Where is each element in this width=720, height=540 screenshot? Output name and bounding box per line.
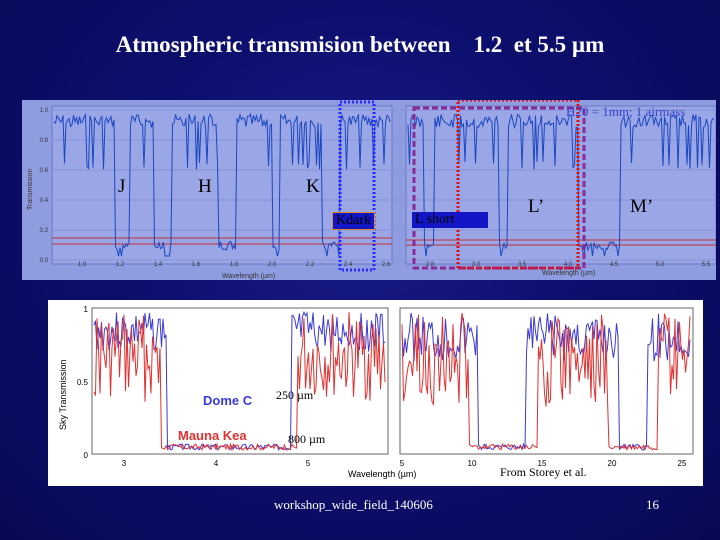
- l-short-box: L short: [412, 212, 488, 228]
- bottom-ytick-label: 0: [84, 451, 89, 460]
- band-j: J: [118, 176, 126, 197]
- top-xtick-label: 2.0: [268, 262, 277, 268]
- bottom-ytick-label: 1: [84, 305, 89, 314]
- top-xtick-label: 1.8: [230, 262, 239, 268]
- legend-mauna-kea: Mauna Kea: [178, 428, 247, 443]
- bottom-xtick-label: 5: [400, 459, 405, 468]
- dome-c-line-right: [401, 312, 691, 451]
- top-ytick-label: 0.6: [40, 168, 49, 174]
- bottom-xlabel: Wavelength (µm): [348, 469, 416, 479]
- mauna-kea-line-right: [401, 312, 691, 451]
- bottom-ylabel: Sky Transmission: [58, 359, 68, 430]
- top-ytick-label: 0.8: [40, 138, 49, 144]
- top-ytick-label: 0.2: [40, 228, 49, 234]
- top-plot-canvas: 1.0 0.8 0.6 0.4 0.2 0.0 1.0 1.2 1.4 1.6 1.8 2.0 2.2…: [27, 100, 716, 280]
- footer-text: workshop_wide_field_140606: [274, 497, 433, 512]
- top-xtick-label: 2.4: [344, 262, 353, 268]
- top-xtick-label: 1.2: [116, 262, 125, 268]
- purple-box: [412, 106, 586, 270]
- water-vapor-label: H20 = 1mm; 1 airmass: [566, 104, 686, 119]
- top-xtick-label: 5.5: [702, 262, 711, 268]
- top-xtick-label: 5.0: [656, 262, 665, 268]
- bottom-xtick-label: 3: [122, 459, 127, 468]
- top-xlabel-right: Wavelength (µm): [542, 270, 595, 277]
- bottom-xtick-label: 10: [468, 459, 477, 468]
- top-xtick-label: 1.6: [192, 262, 201, 268]
- bottom-xtick-label: 5: [306, 459, 311, 468]
- band-m-prime: M’: [630, 196, 654, 217]
- top-ylabel: Transmission: [27, 169, 34, 210]
- bottom-xtick-label: 25: [678, 459, 687, 468]
- top-xtick-label: 3.0: [472, 262, 481, 268]
- dome-c-vs-mauna-kea-plot: 1 0.5 0 3 4 5 5 10 15 20 25 Sky Transmission Wav…: [48, 300, 703, 486]
- slide-title: Atmospheric transmision between 1.2 et 5…: [115, 32, 605, 57]
- band-h: H: [198, 176, 212, 197]
- top-transmission-plot: 1.0 0.8 0.6 0.4 0.2 0.0 1.0 1.2 1.4 1.6 1.8 2.0 2.2…: [22, 100, 716, 280]
- band-l-prime: L’: [528, 196, 545, 217]
- top-xtick-label: 3.5: [518, 262, 527, 268]
- blue-box: [338, 100, 376, 272]
- bottom-xtick-label: 15: [538, 459, 547, 468]
- top-xtick-label: 2.8: [426, 262, 435, 268]
- legend-dome-c: Dome C: [203, 393, 253, 408]
- bottom-ytick-label: 0.5: [77, 378, 89, 387]
- top-xtick-label: 1.4: [154, 262, 163, 268]
- red-box: [456, 100, 580, 270]
- top-ytick-label: 0.4: [40, 198, 49, 204]
- k-dark-box: Kdark: [332, 212, 375, 230]
- res-label-800: 800 µm: [288, 432, 326, 446]
- top-xtick-label: 4.0: [564, 262, 573, 268]
- mauna-kea-line-left: [93, 312, 386, 452]
- res-label-250: 250 µm: [276, 388, 314, 402]
- page-number: 16: [646, 497, 659, 512]
- bottom-xtick-label: 4: [214, 459, 219, 468]
- top-xtick-label: 4.5: [610, 262, 619, 268]
- top-xtick-label: 1.0: [78, 262, 87, 268]
- band-k: K: [306, 176, 320, 197]
- top-ytick-label: 0.0: [40, 258, 49, 264]
- top-ytick-label: 1.0: [40, 108, 49, 114]
- bottom-xtick-label: 20: [608, 459, 617, 468]
- top-xtick-label: 2.2: [306, 262, 315, 268]
- top-xlabel-left: Wavelength (µm): [222, 273, 275, 280]
- bottom-plot-canvas: 1 0.5 0 3 4 5 5 10 15 20 25 Sky Transmission Wav…: [58, 305, 694, 479]
- top-xtick-label: 2.6: [382, 262, 391, 268]
- source-credit: From Storey et al.: [500, 465, 587, 479]
- spectrum-line-left: [53, 112, 391, 257]
